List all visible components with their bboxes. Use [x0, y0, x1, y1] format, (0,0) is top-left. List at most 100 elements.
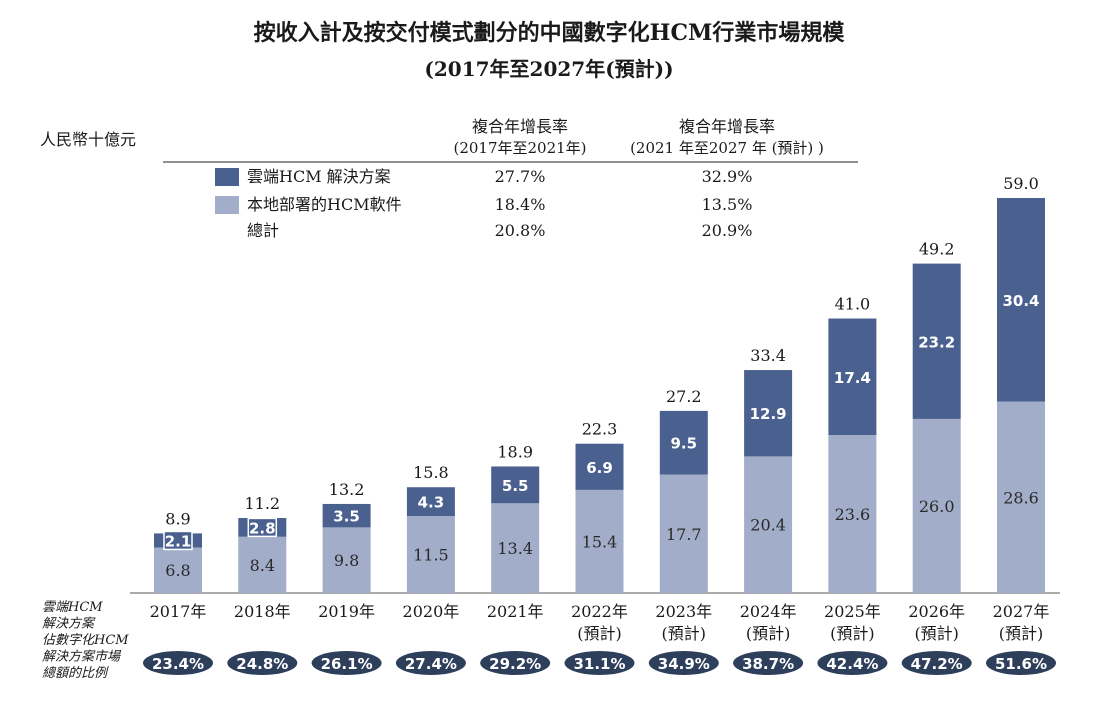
bar-value-on-premise: 9.8	[334, 551, 359, 570]
bars-group: 6.8 2.1 8.9 8.4 2.8 11.2 9.8 3.5 13.2 11.5 4.3 15.8…	[130, 174, 1060, 594]
bar-cloud	[828, 318, 877, 435]
share-row-label: 解決方案市場	[42, 649, 122, 665]
bar-on-premise	[406, 516, 455, 593]
bar-total-label: 11.2	[244, 494, 280, 513]
share-oval	[143, 651, 213, 675]
share-oval	[986, 651, 1056, 675]
bar-value-cloud: 3.5	[333, 508, 360, 526]
chart-title-group: 按收入計及按交付模式劃分的中國數字化HCM行業市場規模 (2017年至2027年(…	[254, 20, 846, 81]
x-tick-label: (預計)	[746, 624, 791, 643]
share-value: 51.6%	[995, 655, 1047, 673]
legend-label: 本地部署的HCM軟件	[247, 195, 402, 214]
share-row-label: 佔數字化HCM	[42, 632, 129, 648]
x-tick-label: 2023年	[655, 602, 712, 621]
bar-on-premise	[238, 536, 287, 593]
bar-on-premise	[575, 489, 624, 593]
bar-cloud-label-box	[163, 530, 193, 551]
bar-on-premise	[912, 418, 961, 593]
share-oval	[227, 651, 298, 675]
cagr-value: 18.4%	[495, 195, 546, 214]
bar-on-premise	[659, 474, 708, 593]
bar-on-premise	[154, 547, 202, 593]
bar-cloud	[997, 198, 1045, 402]
x-tick-label: 2017年	[150, 602, 207, 621]
legend-label: 雲端HCM 解決方案	[247, 167, 391, 186]
bar-value-on-premise: 11.5	[413, 546, 449, 565]
share-row-label: 解決方案	[42, 617, 96, 632]
bar-cloud	[322, 503, 371, 528]
cagr-value: 20.8%	[495, 221, 546, 240]
chart-title: 按收入計及按交付模式劃分的中國數字化HCM行業市場規模	[254, 20, 846, 46]
x-tick-label: (預計)	[662, 624, 707, 643]
share-value: 26.1%	[321, 655, 373, 673]
bar-cloud	[659, 410, 708, 475]
bar-value-cloud: 2.1	[165, 532, 192, 550]
share-oval	[564, 651, 635, 675]
cagr-col2-header: 複合年增長率	[679, 117, 775, 136]
unit-label: 人民幣十億元	[40, 130, 136, 149]
bar-value-cloud: 4.3	[418, 494, 445, 512]
cagr-value: 32.9%	[702, 167, 753, 186]
share-value: 23.4%	[152, 655, 204, 673]
bar-value-cloud: 9.5	[671, 435, 698, 453]
bar-cloud-label-box	[247, 517, 278, 538]
bar-on-premise	[997, 401, 1045, 593]
bar-value-on-premise: 23.6	[835, 505, 871, 524]
bar-value-on-premise: 13.4	[497, 539, 533, 558]
share-value: 24.8%	[236, 655, 288, 673]
x-tick-label: (預計)	[999, 624, 1044, 643]
x-tick-label: 2018年	[234, 602, 291, 621]
share-oval	[817, 651, 888, 675]
cagr-value: 27.7%	[495, 167, 546, 186]
share-oval	[733, 651, 804, 675]
share-oval	[311, 651, 382, 675]
share-value: 42.4%	[826, 655, 878, 673]
bar-value-cloud: 2.8	[249, 519, 276, 537]
bar-total-label: 15.8	[413, 463, 449, 482]
bar-value-cloud: 6.9	[586, 459, 613, 477]
bar-value-cloud: 5.5	[502, 477, 529, 495]
bar-cloud	[744, 370, 793, 457]
bar-value-cloud: 17.4	[834, 369, 871, 387]
legend-swatch	[215, 168, 239, 186]
bar-cloud	[912, 263, 961, 419]
share-value: 38.7%	[742, 655, 794, 673]
bar-total-label: 13.2	[329, 480, 365, 499]
bar-value-on-premise: 26.0	[919, 497, 955, 516]
bar-total-label: 49.2	[919, 240, 955, 259]
x-tick-label: (預計)	[830, 624, 875, 643]
bar-total-label: 41.0	[835, 295, 871, 314]
bar-value-on-premise: 6.8	[165, 561, 190, 580]
share-value: 34.9%	[658, 655, 710, 673]
cagr-table: 複合年增長率 (2017年至2021年) 複合年增長率 (2021 年至2027 年 …	[163, 117, 858, 240]
share-oval	[480, 651, 551, 675]
share-row-label: 雲端HCM	[42, 600, 103, 615]
bar-value-cloud: 30.4	[1002, 292, 1039, 310]
bar-total-label: 22.3	[582, 420, 618, 439]
cagr-col2-period: (2021 年至2027 年 (預計) )	[630, 139, 824, 157]
bar-on-premise	[828, 435, 877, 593]
bar-total-label: 27.2	[666, 387, 702, 406]
bar-total-label: 33.4	[750, 346, 786, 365]
share-oval	[901, 651, 972, 675]
bar-total-label: 59.0	[1003, 174, 1039, 193]
bar-value-on-premise: 20.4	[750, 516, 786, 535]
cagr-value: 20.9%	[702, 221, 753, 240]
bar-total-label: 18.9	[497, 442, 533, 461]
x-tick-label: (預計)	[577, 624, 622, 643]
share-value: 31.1%	[573, 655, 625, 673]
bar-cloud	[575, 443, 624, 490]
bar-cloud	[406, 487, 455, 517]
x-tick-label: 2022年	[571, 602, 628, 621]
share-value: 47.2%	[911, 655, 963, 673]
x-tick-label: 2021年	[487, 602, 544, 621]
bar-total-label: 8.9	[165, 509, 190, 528]
x-tick-label: 2025年	[824, 602, 881, 621]
bar-value-on-premise: 17.7	[666, 525, 702, 544]
x-tick-label: 2019年	[318, 602, 375, 621]
x-tick-label: (預計)	[914, 624, 959, 643]
cagr-value: 13.5%	[702, 195, 753, 214]
legend-swatch	[215, 196, 239, 214]
